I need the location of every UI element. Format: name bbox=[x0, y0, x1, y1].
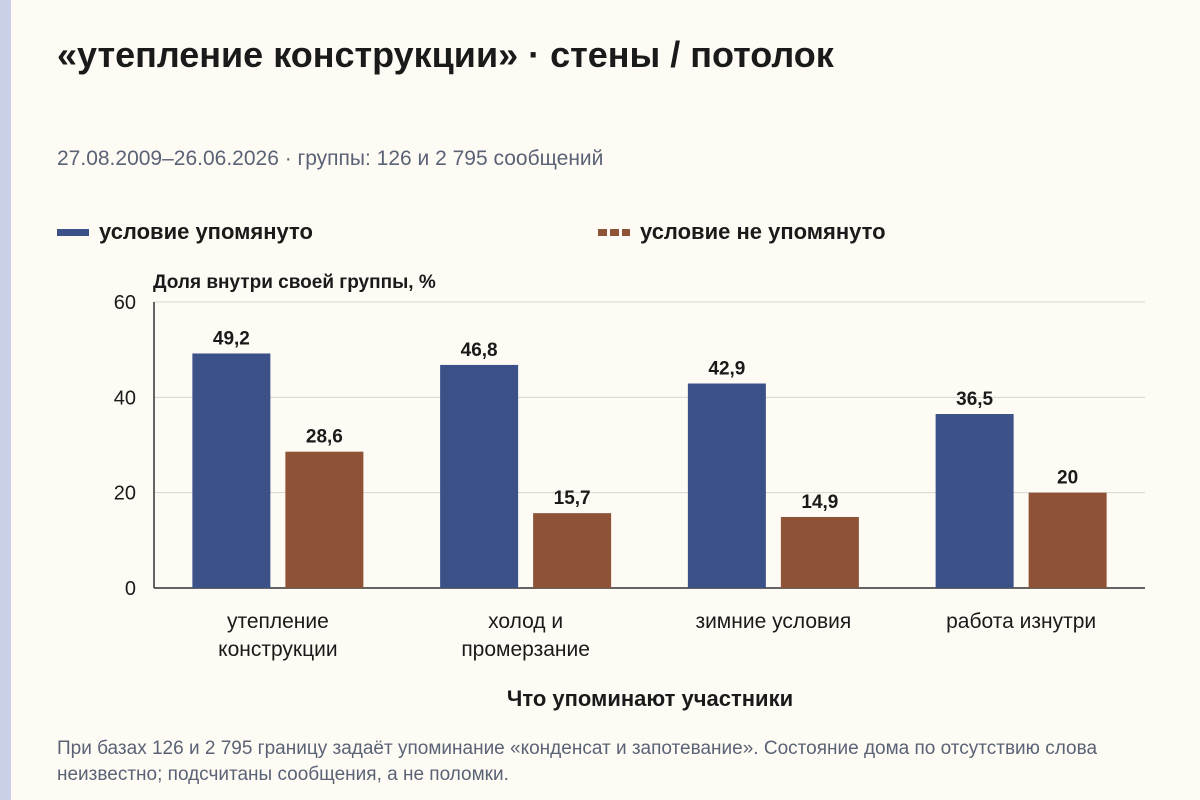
legend-swatch-not-mentioned bbox=[598, 228, 630, 236]
bar-mentioned bbox=[935, 414, 1014, 588]
bar-not-mentioned bbox=[1028, 492, 1107, 588]
y-tick-label: 0 bbox=[125, 578, 136, 600]
bar-value-label: 46,8 bbox=[461, 340, 498, 361]
x-category-label: утепление конструкции bbox=[218, 610, 337, 661]
bar-mentioned bbox=[440, 364, 519, 588]
chart-title: «утепление конструкции» · стены / потоло… bbox=[57, 34, 834, 75]
left-accent-stripe bbox=[0, 0, 11, 800]
bar-value-label: 20 bbox=[1057, 468, 1078, 489]
bar-value-label: 28,6 bbox=[306, 427, 343, 448]
x-category-label: работа изнутри bbox=[946, 610, 1096, 633]
legend-swatch-mentioned bbox=[57, 228, 89, 236]
bar-not-mentioned bbox=[533, 513, 612, 588]
bar-not-mentioned bbox=[780, 516, 859, 588]
x-category-label: зимние условия bbox=[695, 610, 851, 633]
legend-label-not-mentioned: условие не упомянуто bbox=[640, 219, 886, 244]
bar-value-label: 49,2 bbox=[213, 328, 250, 349]
y-tick-label: 20 bbox=[114, 483, 136, 505]
bar-value-label: 15,7 bbox=[554, 488, 591, 509]
chart-subtitle: 27.08.2009–26.06.2026 · группы: 126 и 2 … bbox=[57, 147, 604, 170]
x-category-label: холод и промерзание bbox=[461, 610, 590, 661]
legend-item-not-mentioned: условие не упомянуто bbox=[598, 219, 886, 245]
bar-value-label: 42,9 bbox=[708, 359, 745, 380]
x-axis-title: Что упоминают участники bbox=[506, 686, 794, 711]
legend-label-mentioned: условие упомянуто bbox=[99, 219, 313, 244]
y-tick-label: 40 bbox=[114, 387, 136, 409]
bar-mentioned bbox=[687, 383, 766, 588]
y-tick-label: 60 bbox=[114, 292, 136, 314]
footnote: При базах 126 и 2 795 границу задаёт упо… bbox=[57, 738, 1098, 785]
y-axis-title: Доля внутри своей группы, % bbox=[153, 272, 436, 293]
legend-item-mentioned: условие упомянуто bbox=[57, 219, 313, 245]
bar-value-label: 14,9 bbox=[801, 492, 838, 513]
bar-mentioned bbox=[192, 353, 271, 588]
bar-value-label: 36,5 bbox=[956, 389, 993, 410]
bar-not-mentioned bbox=[285, 451, 364, 588]
